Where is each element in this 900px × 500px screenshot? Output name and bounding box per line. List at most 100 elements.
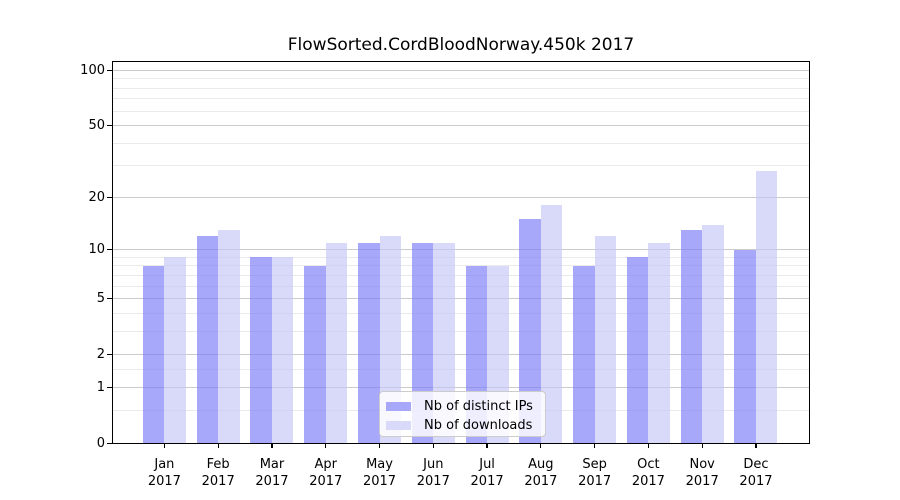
x-tick-mark [755, 443, 757, 448]
bar-downloads [594, 236, 617, 444]
bar-downloads [218, 230, 240, 444]
y-tick-label: 5 [96, 291, 105, 307]
x-tick-label: Apr 2017 [296, 456, 356, 490]
legend-item-downloads: Nb of downloads [380, 416, 545, 435]
x-tick-mark [486, 443, 488, 448]
x-tick-month: Jun [423, 457, 444, 472]
y-tick-mark [106, 196, 112, 198]
x-tick-mark [325, 443, 327, 448]
legend-label-downloads: Nb of downloads [424, 418, 533, 433]
x-tick-mark [217, 443, 219, 448]
gridline-minor [113, 285, 809, 287]
x-tick-month: Jan [154, 457, 175, 472]
y-tick-mark [106, 69, 112, 72]
y-tick-mark [106, 298, 112, 300]
x-tick-month: Mar [259, 457, 285, 472]
x-tick-label: Nov 2017 [672, 456, 732, 490]
bar-distinct-ips [573, 265, 595, 444]
bar-downloads [648, 242, 670, 444]
x-tick-year: 2017 [685, 474, 719, 489]
gridline-major [113, 249, 809, 251]
x-tick-month: Dec [743, 457, 769, 472]
x-tick-mark [647, 443, 649, 448]
bar-downloads [755, 171, 778, 444]
bar-distinct-ips [680, 230, 703, 444]
bar-distinct-ips [142, 265, 165, 444]
bar-distinct-ips [358, 242, 380, 444]
x-tick-month: Aug [528, 457, 554, 472]
bar-distinct-ips [626, 257, 649, 444]
legend-swatch-downloads [386, 420, 411, 431]
x-tick-mark [271, 443, 273, 448]
x-tick-year: 2017 [147, 474, 181, 489]
x-tick-year: 2017 [201, 474, 235, 489]
gridline-minor [113, 312, 809, 314]
x-tick-label: Sep 2017 [565, 456, 625, 490]
x-tick-year: 2017 [416, 474, 450, 489]
x-tick-year: 2017 [362, 474, 397, 489]
x-tick-mark [594, 443, 596, 448]
bar-downloads [271, 257, 294, 444]
x-tick-month: Apr [314, 457, 337, 472]
y-tick-mark [106, 386, 112, 389]
x-tick-mark [540, 443, 542, 448]
bar-distinct-ips [196, 236, 219, 444]
x-tick-year: 2017 [309, 474, 343, 489]
gridline-major [113, 69, 809, 71]
x-tick-year: 2017 [739, 474, 773, 489]
x-tick-label: May 2017 [350, 456, 410, 490]
bar-downloads [702, 224, 724, 444]
y-tick-label: 2 [96, 347, 105, 363]
x-tick-label: Aug 2017 [511, 456, 571, 490]
x-tick-month: Nov [689, 457, 715, 472]
y-tick-mark [106, 249, 112, 251]
bar-distinct-ips [250, 257, 272, 444]
bar-downloads [540, 205, 563, 444]
x-tick-label: Oct 2017 [618, 456, 678, 490]
gridline-major [113, 196, 809, 198]
x-tick-month: Oct [637, 457, 660, 472]
x-tick-label: Dec 2017 [726, 456, 786, 490]
x-tick-mark [432, 443, 434, 448]
bar-downloads [325, 242, 348, 444]
x-tick-label: Jun 2017 [403, 456, 463, 490]
y-tick-label: 0 [96, 436, 105, 451]
gridline-major [113, 298, 809, 300]
x-tick-year: 2017 [255, 474, 289, 489]
bar-distinct-ips [519, 219, 541, 444]
gridline-minor [113, 110, 809, 112]
x-tick-month: Feb [206, 457, 230, 472]
y-tick-label: 1 [96, 379, 105, 395]
gridline-minor [113, 330, 809, 332]
x-tick-mark [163, 443, 165, 448]
y-tick-label: 20 [88, 189, 105, 205]
x-tick-mark [378, 443, 381, 448]
gridline-minor [113, 142, 809, 144]
legend-label-distinct-ips: Nb of distinct IPs [424, 399, 533, 414]
x-tick-label: Jan 2017 [134, 456, 194, 490]
x-tick-label: Feb 2017 [188, 456, 248, 490]
gridline-minor [113, 368, 809, 370]
x-tick-month: May [366, 457, 393, 472]
legend-item-distinct-ips: Nb of distinct IPs [380, 397, 545, 416]
gridline-minor [113, 165, 809, 167]
gridline-minor [113, 274, 809, 276]
x-tick-month: Sep [582, 457, 607, 472]
y-tick-label: 10 [88, 242, 105, 258]
y-tick-label: 50 [88, 118, 105, 134]
bar-distinct-ips [734, 249, 756, 444]
y-tick-label: 100 [80, 62, 105, 78]
gridline-minor [113, 87, 809, 89]
gridline-minor [113, 256, 809, 258]
x-tick-year: 2017 [524, 474, 558, 489]
gridline-major [113, 125, 809, 127]
gridline-major [113, 386, 809, 388]
x-tick-month: Jul [479, 457, 495, 472]
legend: Nb of distinct IPs Nb of downloads [379, 391, 546, 437]
x-tick-mark [701, 443, 703, 448]
x-tick-label: Jul 2017 [457, 456, 517, 490]
gridline-major [113, 354, 809, 356]
bar-downloads [164, 257, 186, 444]
x-tick-year: 2017 [470, 474, 504, 489]
